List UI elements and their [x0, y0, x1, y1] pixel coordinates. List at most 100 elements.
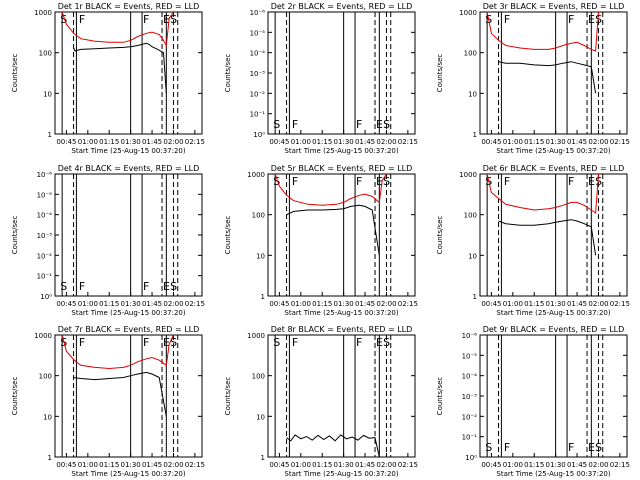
y-axis-label: Counts/sec	[436, 377, 444, 416]
event-flag: S	[383, 336, 390, 349]
event-flag: S	[595, 13, 602, 26]
y-tick-label: 100	[39, 50, 52, 58]
x-tick-label: 01:15	[524, 138, 544, 146]
x-tick-label: 01:30	[546, 461, 566, 469]
x-tick-label: 01:15	[99, 300, 119, 308]
y-axis-label: Counts/sec	[224, 377, 232, 416]
x-tick-label: 01:00	[291, 461, 311, 469]
x-tick-label: 01:30	[334, 300, 354, 308]
events-series-line	[73, 371, 167, 417]
event-flag: S	[170, 13, 177, 26]
plot-frame	[479, 11, 628, 135]
chart-title: Det 7r BLACK = Events, RED = LLD	[58, 325, 200, 334]
y-tick-label: 100	[252, 212, 265, 220]
x-tick-label: 02:00	[376, 461, 396, 469]
plot-frame	[54, 334, 203, 458]
y-tick-label: 10⁻³	[37, 232, 53, 240]
x-tick-label: 01:00	[78, 461, 98, 469]
x-axis-label: Start Time (25-Aug-15 00:37:20)	[284, 309, 398, 317]
y-tick-label: 10⁰	[465, 454, 477, 462]
event-flag: E	[376, 336, 383, 349]
x-tick-label: 01:00	[78, 138, 98, 146]
y-tick-label: 10⁻²	[462, 413, 478, 421]
x-tick-label: 01:00	[291, 300, 311, 308]
x-tick-label: 01:45	[355, 461, 375, 469]
x-axis-label: Start Time (25-Aug-15 00:37:20)	[496, 147, 610, 155]
x-tick-label: 01:15	[312, 461, 332, 469]
x-tick-label: 00:45	[269, 461, 289, 469]
x-tick-label: 02:00	[588, 300, 608, 308]
y-tick-label: 1	[473, 131, 477, 139]
y-tick-label: 10⁻⁵	[250, 29, 266, 37]
lld-series-line	[61, 334, 174, 370]
y-tick-label: 10⁻³	[462, 393, 478, 401]
x-tick-label: 01:45	[567, 300, 587, 308]
y-tick-label: 10	[468, 252, 477, 260]
x-tick-label: 00:45	[481, 461, 501, 469]
x-tick-label: 01:00	[291, 138, 311, 146]
event-flag: F	[292, 118, 298, 131]
y-tick-label: 1	[48, 454, 52, 462]
x-tick-label: 01:30	[334, 138, 354, 146]
x-tick-label: 01:30	[121, 300, 141, 308]
y-tick-label: 1	[473, 293, 477, 301]
y-tick-label: 10⁻⁴	[37, 212, 53, 220]
y-tick-label: 10	[256, 413, 265, 421]
y-tick-label: 1	[261, 454, 265, 462]
x-tick-label: 01:15	[99, 461, 119, 469]
x-tick-label: 01:15	[312, 138, 332, 146]
x-tick-label: 02:15	[185, 138, 205, 146]
plot-frame	[54, 11, 203, 135]
event-flag: F	[356, 175, 362, 188]
y-tick-label: 1000	[34, 332, 52, 340]
event-flag: E	[588, 175, 595, 188]
x-tick-label: 00:45	[269, 138, 289, 146]
x-tick-label: 00:45	[481, 300, 501, 308]
x-tick-label: 02:00	[588, 138, 608, 146]
x-tick-label: 01:15	[524, 461, 544, 469]
x-tick-label: 00:45	[269, 300, 289, 308]
event-flag: F	[568, 175, 574, 188]
y-tick-label: 10⁻⁶	[462, 332, 478, 340]
event-flag: S	[273, 175, 280, 188]
x-tick-label: 00:45	[56, 300, 76, 308]
event-flag: F	[79, 280, 85, 293]
y-tick-label: 10⁻⁶	[250, 9, 266, 17]
y-tick-label: 10⁻¹	[462, 434, 478, 442]
y-tick-label: 1000	[247, 332, 265, 340]
event-flag: S	[383, 118, 390, 131]
chart-title: Det 2r BLACK = Events, RED = LLD	[271, 2, 413, 11]
x-tick-label: 02:15	[185, 461, 205, 469]
x-tick-label: 00:45	[481, 138, 501, 146]
event-flag: F	[143, 280, 149, 293]
x-tick-label: 02:15	[185, 300, 205, 308]
event-flag: E	[163, 336, 170, 349]
x-tick-label: 01:30	[121, 138, 141, 146]
x-tick-label: 01:30	[334, 461, 354, 469]
x-tick-label: 02:00	[588, 461, 608, 469]
event-flag: F	[292, 336, 298, 349]
x-tick-label: 02:15	[610, 300, 630, 308]
x-tick-label: 00:45	[56, 138, 76, 146]
x-tick-label: 01:00	[78, 300, 98, 308]
x-tick-label: 01:30	[546, 300, 566, 308]
y-tick-label: 100	[39, 373, 52, 381]
y-tick-label: 10⁻⁵	[462, 352, 478, 360]
x-tick-label: 01:45	[142, 461, 162, 469]
x-axis-label: Start Time (25-Aug-15 00:37:20)	[496, 309, 610, 317]
event-flag: F	[568, 13, 574, 26]
event-flag: E	[163, 13, 170, 26]
chart-title: Det 6r BLACK = Events, RED = LLD	[483, 164, 625, 173]
event-flag: E	[376, 118, 383, 131]
y-axis-label: Counts/sec	[436, 54, 444, 93]
event-flag: E	[588, 441, 595, 454]
events-series-line	[286, 434, 380, 458]
chart-panel-7: Det 7r BLACK = Events, RED = LLD Counts/s…	[11, 325, 205, 478]
y-tick-label: 10⁻³	[250, 70, 266, 78]
chart-panel-5: Det 5r BLACK = Events, RED = LLD Counts/s…	[224, 164, 418, 317]
chart-title: Det 4r BLACK = Events, RED = LLD	[58, 164, 200, 173]
events-series-line	[498, 61, 597, 94]
event-flag: S	[383, 175, 390, 188]
events-series-line	[286, 204, 380, 256]
